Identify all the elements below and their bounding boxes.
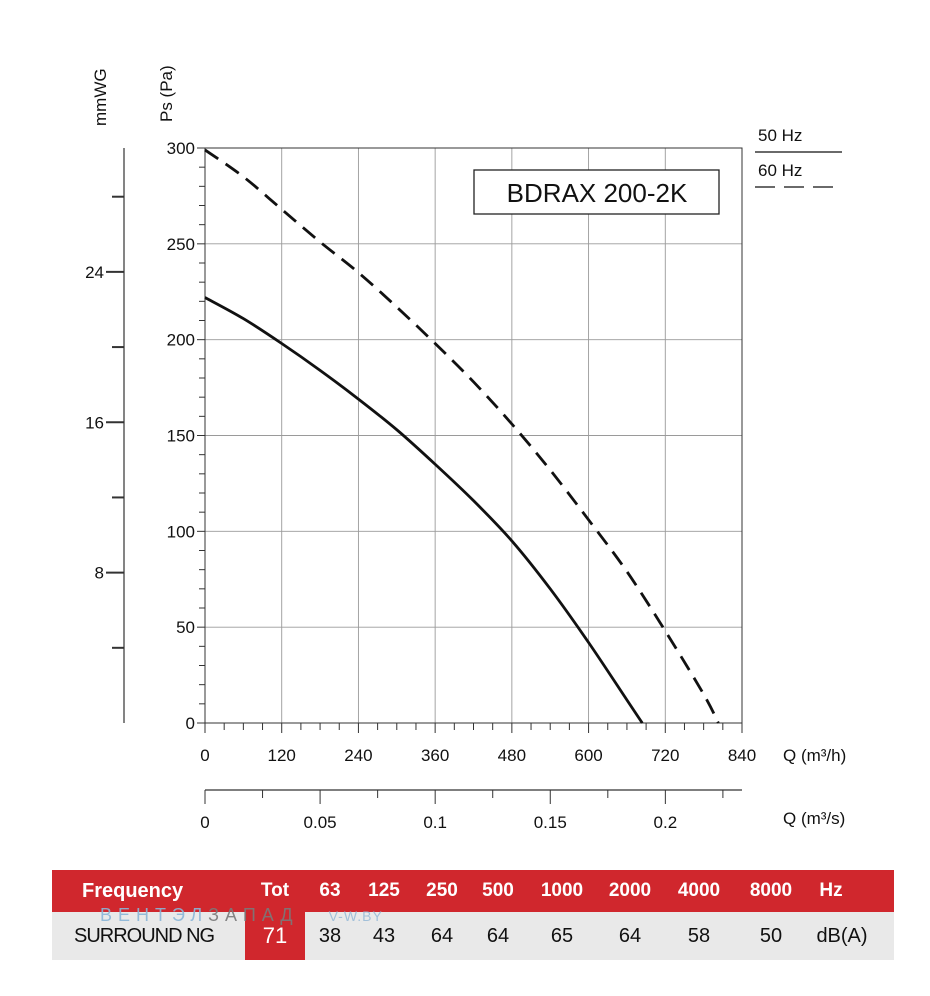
series-line-60hz xyxy=(204,148,720,724)
x-tick-label-480: 480 xyxy=(498,746,526,765)
y-tick-label-50: 50 xyxy=(176,618,195,637)
watermark-part3: V-W.BY xyxy=(328,908,383,924)
x-tick-label-240: 240 xyxy=(344,746,372,765)
value-8000: 50 xyxy=(759,924,783,947)
y-tick-label-0: 0 xyxy=(186,714,195,733)
chart-series xyxy=(204,148,720,724)
y-tick-label-300: 300 xyxy=(167,139,195,158)
legend-label-60hz: 60 Hz xyxy=(758,161,802,180)
y-tick-label-150: 150 xyxy=(167,427,195,446)
value-1000: 65 xyxy=(550,924,574,947)
y2-axis-title: mmWG xyxy=(91,68,110,126)
x2-tick-label-0.1: 0.1 xyxy=(423,813,447,832)
sound-data-table: Frequency Tot 63 125 250 500 1000 2000 4… xyxy=(52,870,894,962)
x-tick-label-840: 840 xyxy=(728,746,756,765)
y-axis-title: Ps (Pa) xyxy=(157,65,176,122)
value-2000: 64 xyxy=(618,924,642,947)
header-63: 63 xyxy=(319,880,341,901)
y2-tick-label-24: 24 xyxy=(85,263,104,282)
header-250: 250 xyxy=(426,880,458,901)
value-4000: 58 xyxy=(687,924,711,947)
x2-tick-label-0.15: 0.15 xyxy=(534,813,567,832)
legend: 50 Hz 60 Hz xyxy=(755,126,842,188)
y-tick-label-100: 100 xyxy=(167,522,195,541)
value-63: 38 xyxy=(318,924,342,947)
x-tick-label-120: 120 xyxy=(268,746,296,765)
watermark: ВЕНТЭЛЗАПАД V-W.BY xyxy=(100,905,383,926)
x-tick-label-360: 360 xyxy=(421,746,449,765)
value-250: 64 xyxy=(430,924,454,947)
value-unit-dba: dB(A) xyxy=(816,924,868,947)
value-500: 64 xyxy=(486,924,510,947)
chart-title: BDRAX 200-2K xyxy=(507,178,688,208)
x2-tick-label-0: 0 xyxy=(200,813,209,832)
y2-tick-label-8: 8 xyxy=(95,564,104,583)
chart-grid xyxy=(204,147,743,724)
x-tick-label-600: 600 xyxy=(574,746,602,765)
header-unit-hz: Hz xyxy=(819,880,843,901)
header-125: 125 xyxy=(368,880,400,901)
model-label-box: BDRAX 200-2K xyxy=(473,169,720,215)
sound-table-header-row: Frequency Tot 63 125 250 500 1000 2000 4… xyxy=(52,870,894,912)
y2-tick-label-16: 16 xyxy=(85,413,104,432)
x-axis-title: Q (m³/h) xyxy=(783,746,846,765)
value-tot: 71 xyxy=(245,912,305,960)
surround-label: SURROUND NG xyxy=(74,924,215,947)
header-8000: 8000 xyxy=(749,880,793,901)
header-1000: 1000 xyxy=(540,880,584,901)
watermark-part2: ЗАПАД xyxy=(208,905,299,925)
y-tick-label-200: 200 xyxy=(167,331,195,350)
x-tick-label-720: 720 xyxy=(651,746,679,765)
header-4000: 4000 xyxy=(677,880,721,901)
legend-label-50hz: 50 Hz xyxy=(758,126,802,145)
y-tick-label-250: 250 xyxy=(167,235,195,254)
frequency-label: Frequency xyxy=(82,879,184,902)
header-tot: Tot xyxy=(260,880,290,901)
header-500: 500 xyxy=(482,880,514,901)
x2-tick-label-0.05: 0.05 xyxy=(304,813,337,832)
chart-axes xyxy=(106,147,743,804)
watermark-part1: ВЕНТЭЛ xyxy=(100,905,209,925)
value-125: 43 xyxy=(372,924,396,947)
sound-table-data-row: SURROUND NG 71 38 43 64 64 65 64 58 50 d… xyxy=(52,912,894,960)
x2-axis-title: Q (m³/s) xyxy=(783,809,845,828)
series-line-50hz xyxy=(204,296,644,724)
x-tick-label-0: 0 xyxy=(200,746,209,765)
x2-tick-label-0.2: 0.2 xyxy=(654,813,678,832)
header-2000: 2000 xyxy=(608,880,652,901)
